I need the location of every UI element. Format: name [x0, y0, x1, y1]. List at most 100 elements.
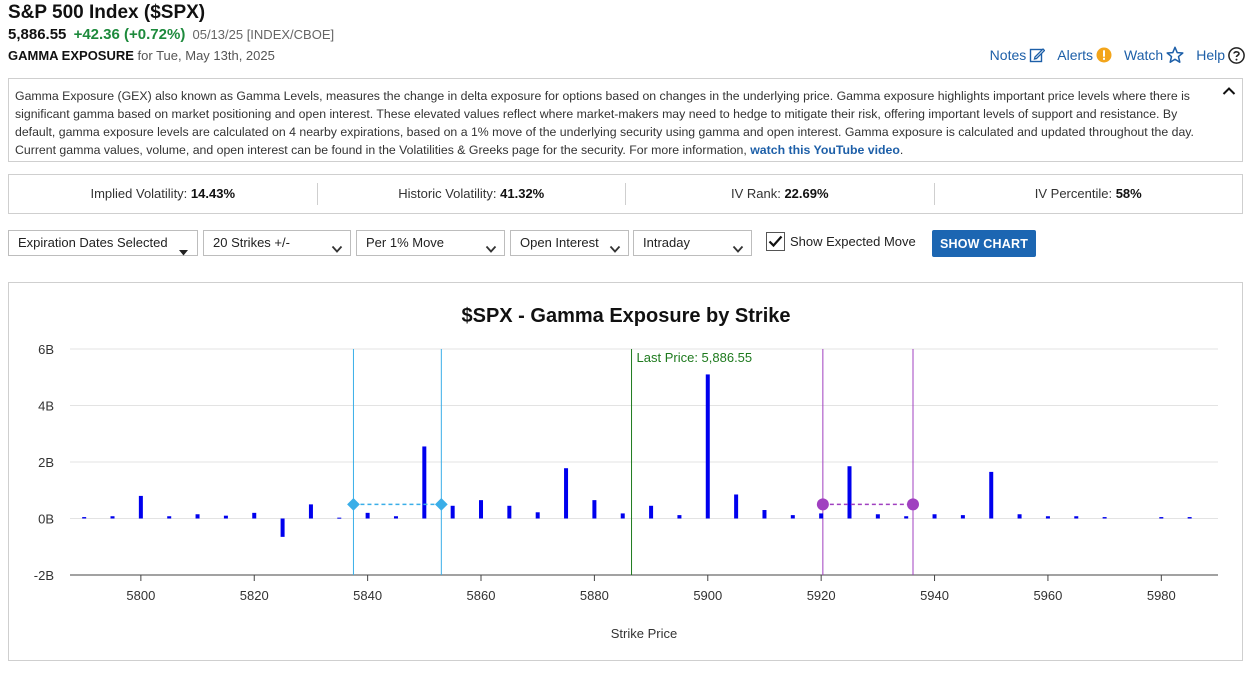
x-tick-label: 5920	[807, 588, 836, 603]
x-tick-label: 5800	[126, 588, 155, 603]
alert-warning-icon	[1096, 47, 1112, 63]
x-tick-label: 5880	[580, 588, 609, 603]
gamma-bar	[960, 515, 965, 519]
caret-down-icon	[179, 240, 188, 264]
gamma-bar	[762, 510, 767, 519]
period-select[interactable]: Intraday	[633, 230, 752, 256]
x-tick-label: 5980	[1147, 588, 1176, 603]
gamma-bar	[1045, 516, 1050, 519]
youtube-video-link[interactable]: watch this YouTube video	[750, 143, 900, 157]
notes-link[interactable]: Notes	[990, 47, 1046, 63]
subtitle-date: for Tue, May 13th, 2025	[137, 48, 275, 63]
edit-note-icon	[1029, 47, 1046, 63]
gamma-exposure-chart: $SPX - Gamma Exposure by Strike -2B 0B 2B 4B…	[34, 305, 1218, 641]
collapse-chevron-up-icon[interactable]	[1222, 83, 1236, 101]
chevron-down-icon	[331, 238, 343, 262]
gamma-bar	[677, 515, 682, 519]
gamma-bar	[932, 514, 937, 519]
chevron-down-icon	[732, 238, 744, 262]
gamma-bar	[1074, 516, 1079, 519]
description-text: Gamma Exposure (GEX) also known as Gamma…	[15, 89, 1194, 157]
gamma-bar	[535, 512, 540, 519]
strikes-select[interactable]: 20 Strikes +/-	[203, 230, 351, 256]
price-change: +42.36 (+0.72%)	[73, 26, 186, 43]
expected-move-checkbox[interactable]	[766, 232, 785, 251]
gamma-bar	[564, 468, 569, 519]
gamma-bar	[1017, 514, 1022, 519]
gamma-bar	[904, 516, 909, 519]
watch-label: Watch	[1124, 47, 1164, 63]
notes-label: Notes	[989, 47, 1027, 63]
show-chart-button[interactable]: SHOW CHART	[932, 230, 1036, 257]
gamma-bar	[734, 494, 739, 519]
gamma-bar	[167, 516, 172, 519]
y-tick-label: -2B	[34, 568, 54, 583]
help-label: Help	[1196, 47, 1225, 63]
page-title: S&P 500 Index ($SPX)	[8, 2, 206, 23]
gamma-bar	[1187, 517, 1192, 519]
chart-title: $SPX - Gamma Exposure by Strike	[461, 305, 790, 327]
y-tick-label: 6B	[38, 342, 54, 357]
gamma-bar	[195, 514, 200, 519]
alerts-link[interactable]: Alerts	[1057, 47, 1112, 63]
gamma-bar	[620, 513, 625, 519]
subtitle-label: GAMMA EXPOSURE	[8, 48, 134, 63]
alerts-label: Alerts	[1057, 47, 1094, 63]
watch-link[interactable]: Watch	[1124, 46, 1184, 64]
basis-select[interactable]: Open Interest	[510, 230, 629, 256]
gamma-bar	[393, 516, 398, 519]
price-line: 5,886.55 +42.36 (+0.72%) 05/13/25 [INDEX…	[8, 26, 334, 43]
expected-move-low-marker	[434, 498, 448, 511]
period-value: Intraday	[643, 235, 690, 250]
description-end: .	[899, 143, 904, 157]
x-tick-label: 5820	[240, 588, 269, 603]
gamma-bar	[308, 504, 313, 519]
star-icon	[1166, 46, 1184, 64]
gamma-bar	[138, 495, 143, 519]
move-value: Per 1% Move	[366, 235, 445, 250]
strikes-value: 20 Strikes +/-	[213, 235, 290, 250]
gamma-bar	[507, 505, 512, 519]
stat-iv-rank: IV Rank: 22.69%	[626, 183, 935, 205]
stat-iv-percentile: IV Percentile: 58%	[1034, 186, 1142, 201]
gamma-bar	[592, 500, 597, 519]
gamma-bar	[422, 446, 427, 519]
gamma-bar	[649, 505, 654, 519]
y-tick-label: 2B	[38, 455, 54, 470]
gamma-bar	[790, 515, 795, 519]
gex-description: Gamma Exposure (GEX) also known as Gamma…	[8, 78, 1243, 162]
x-tick-label: 5940	[920, 588, 949, 603]
gamma-bar	[705, 374, 710, 519]
help-question-icon	[1228, 46, 1245, 64]
gamma-bar	[337, 517, 342, 519]
show-expected-move-toggle[interactable]: Show Expected Move	[766, 232, 916, 251]
chart-controls: Expiration Dates Selected 20 Strikes +/-…	[8, 230, 1248, 257]
gamma-bar	[280, 518, 285, 537]
stat-historic-volatility: Historic Volatility: 41.32%	[318, 183, 626, 205]
expected-move-high-marker	[907, 498, 920, 511]
gamma-bar	[1102, 517, 1107, 519]
last-price: 5,886.55	[8, 26, 67, 43]
gamma-bar	[252, 512, 257, 519]
x-tick-label: 5860	[467, 588, 496, 603]
page-subtitle: GAMMA EXPOSURE for Tue, May 13th, 2025	[8, 48, 275, 63]
chevron-down-icon	[609, 238, 621, 262]
move-select[interactable]: Per 1% Move	[356, 230, 505, 256]
expiration-dates-dropdown[interactable]: Expiration Dates Selected	[8, 230, 198, 256]
gamma-bar	[847, 466, 852, 519]
expected-move-low-marker	[347, 498, 360, 511]
expected-move-label: Show Expected Move	[790, 234, 916, 249]
x-tick-label: 5900	[693, 588, 722, 603]
gamma-bar	[875, 514, 880, 519]
basis-value: Open Interest	[520, 235, 599, 250]
gamma-bar	[110, 516, 115, 519]
gamma-bar	[223, 515, 228, 519]
y-tick-label: 0B	[38, 512, 54, 527]
last-price-label: Last Price: 5,886.55	[637, 350, 753, 365]
y-tick-label: 4B	[38, 399, 54, 414]
x-tick-label: 5840	[353, 588, 382, 603]
gamma-bar	[819, 513, 824, 519]
checkmark-icon	[768, 235, 783, 248]
gamma-bar	[479, 500, 484, 519]
help-link[interactable]: Help	[1196, 46, 1245, 64]
